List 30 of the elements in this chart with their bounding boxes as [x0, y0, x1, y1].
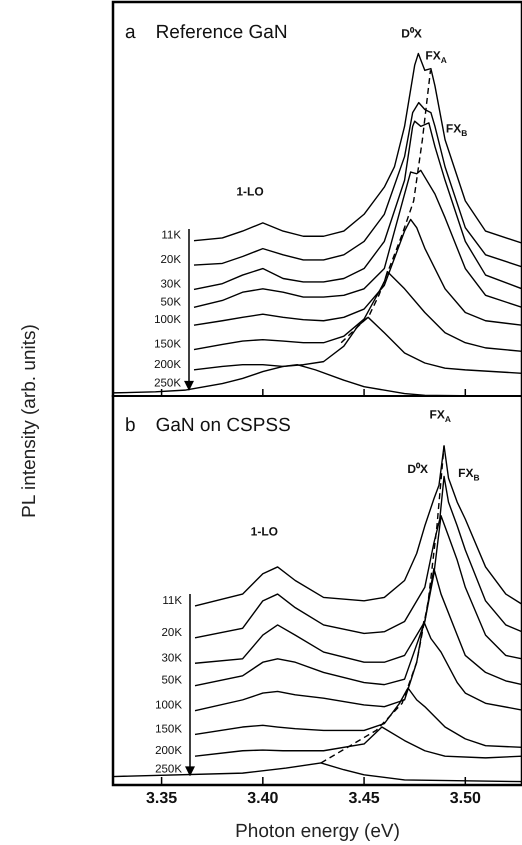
x-tick-label: 3.35: [146, 790, 178, 808]
text: b: [125, 415, 136, 436]
annotation: D⁰X: [407, 462, 428, 476]
x-axis-title: Photon energy (eV): [235, 820, 400, 842]
series-label: 200K: [154, 358, 182, 371]
series-label: 30K: [160, 278, 182, 290]
chart-title: Reference GaN: [156, 22, 288, 43]
series-label: 50K: [162, 674, 182, 687]
annotation: 1-LO: [250, 524, 278, 538]
x-tick-label: 3.50: [450, 790, 481, 808]
x-tick-label: 3.40: [247, 790, 279, 808]
series-label: 150K: [155, 723, 182, 736]
text: D⁰X: [401, 26, 422, 41]
series-label: 150K: [154, 338, 182, 351]
legend-label: 250K: [155, 763, 182, 776]
series-label: 100K: [155, 700, 182, 712]
text: a: [125, 22, 136, 43]
series-label: 20K: [162, 626, 182, 639]
x-tick-label: 3.45: [348, 790, 380, 808]
series-label: 200K: [155, 745, 182, 758]
series-label: 100K: [154, 314, 182, 326]
series-label: 20K: [160, 254, 182, 266]
legend-label: 250K: [154, 378, 182, 390]
annotation: 1-LO: [236, 184, 264, 199]
series-label: 30K: [162, 652, 182, 664]
chart-title: GaN on CSPSS: [156, 415, 291, 436]
series-label: 50K: [160, 296, 182, 308]
series-label: 11K: [161, 230, 182, 242]
series-label: 11K: [162, 594, 182, 607]
y-axis-title: PL intensity (arb. units): [19, 323, 41, 520]
